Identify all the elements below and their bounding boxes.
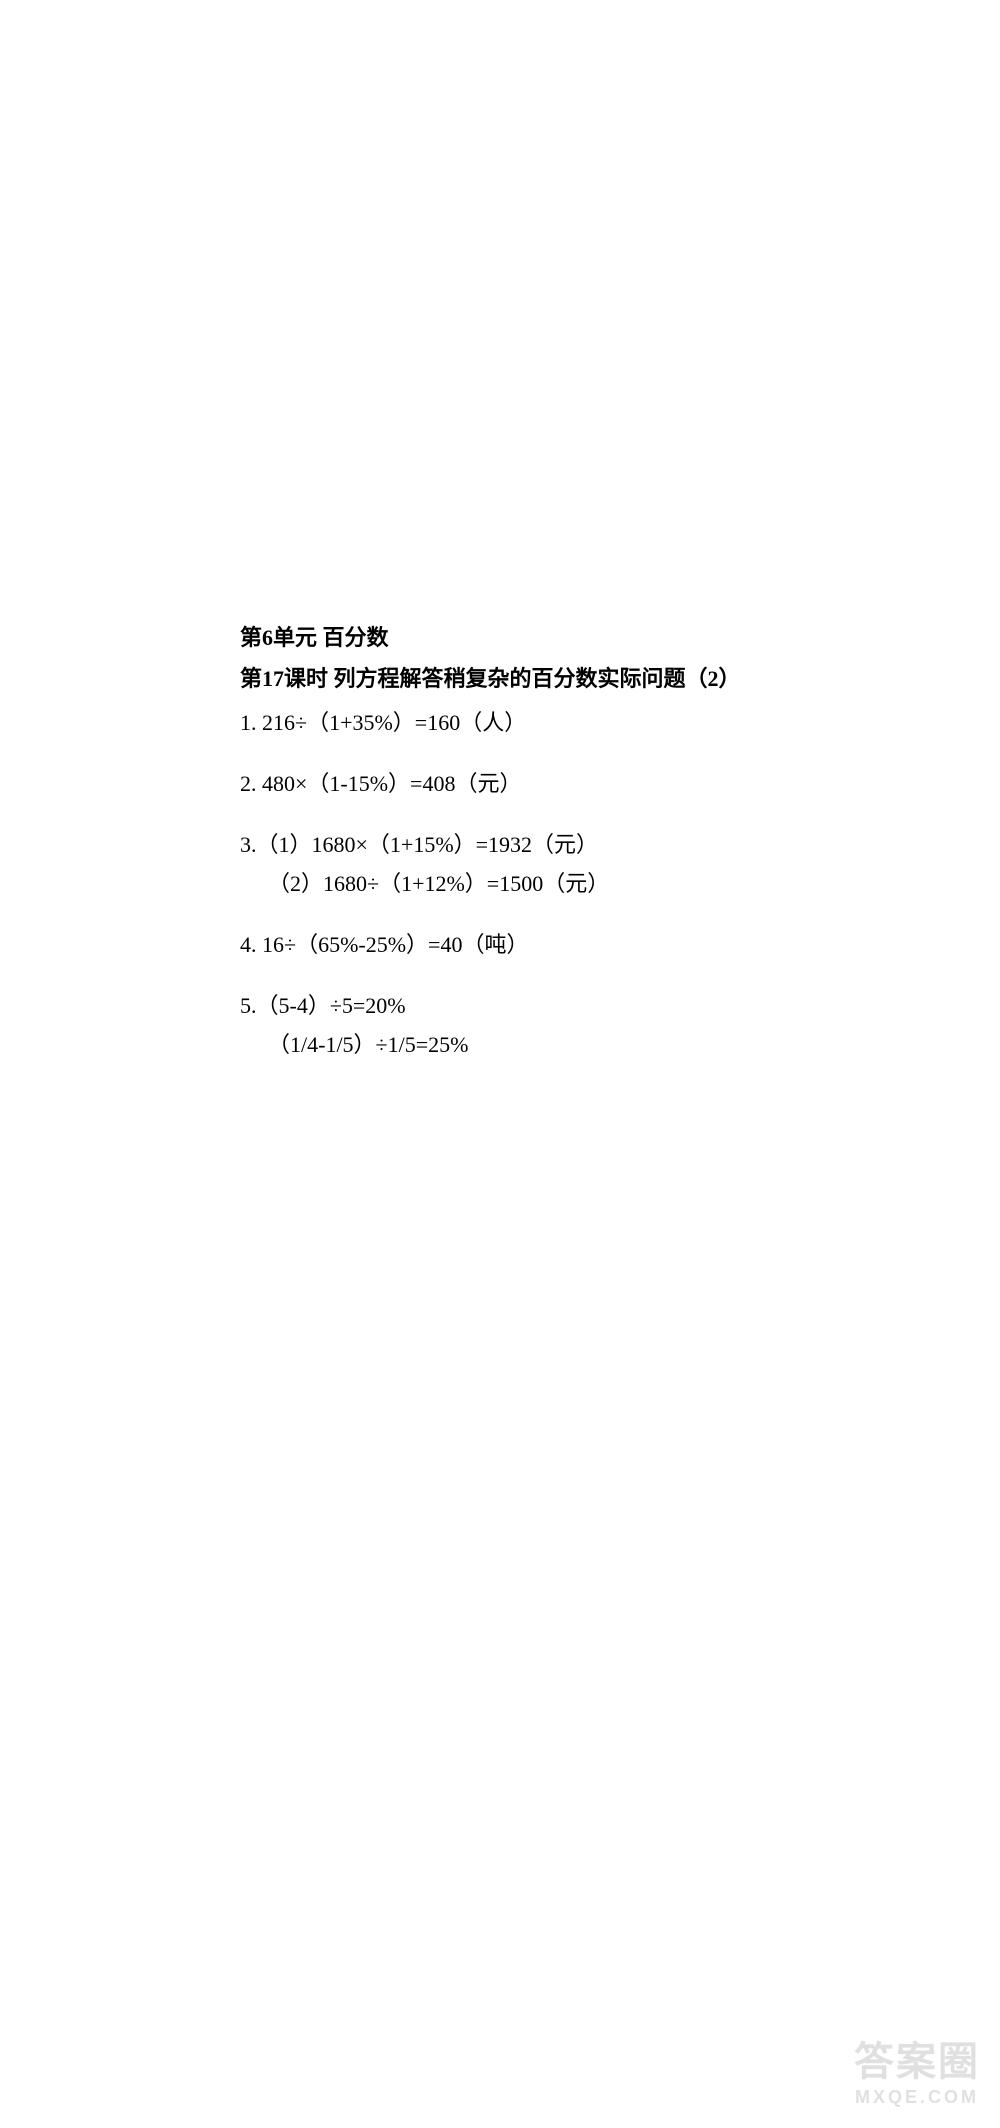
problem-line: （1/4-1/5）÷1/5=25% bbox=[240, 1028, 860, 1061]
unit-heading: 第6单元 百分数 bbox=[240, 620, 860, 655]
problem-line: 5.（5-4）÷5=20% bbox=[240, 989, 860, 1022]
problem-3: 3.（1）1680×（1+15%）=1932（元） （2）1680÷（1+12%… bbox=[240, 828, 860, 900]
problem-line: 1. 216÷（1+35%）=160（人） bbox=[240, 706, 860, 739]
problem-line: 2. 480×（1-15%）=408（元） bbox=[240, 767, 860, 800]
problem-line: （2）1680÷（1+12%）=1500（元） bbox=[240, 867, 860, 900]
problem-4: 4. 16÷（65%-25%）=40（吨） bbox=[240, 928, 860, 961]
watermark-text-bottom: MXQE.COM bbox=[854, 2087, 980, 2108]
lesson-subheading: 第17课时 列方程解答稍复杂的百分数实际问题（2） bbox=[240, 661, 860, 696]
watermark-text-top: 答案圈 bbox=[854, 2029, 980, 2087]
problem-5: 5.（5-4）÷5=20% （1/4-1/5）÷1/5=25% bbox=[240, 989, 860, 1061]
problem-line: 3.（1）1680×（1+15%）=1932（元） bbox=[240, 828, 860, 861]
document-content: 第6单元 百分数 第17课时 列方程解答稍复杂的百分数实际问题（2） 1. 21… bbox=[240, 620, 860, 1089]
problem-1: 1. 216÷（1+35%）=160（人） bbox=[240, 706, 860, 739]
problem-line: 4. 16÷（65%-25%）=40（吨） bbox=[240, 928, 860, 961]
problem-2: 2. 480×（1-15%）=408（元） bbox=[240, 767, 860, 800]
watermark: 答案圈 MXQE.COM bbox=[854, 2029, 980, 2108]
